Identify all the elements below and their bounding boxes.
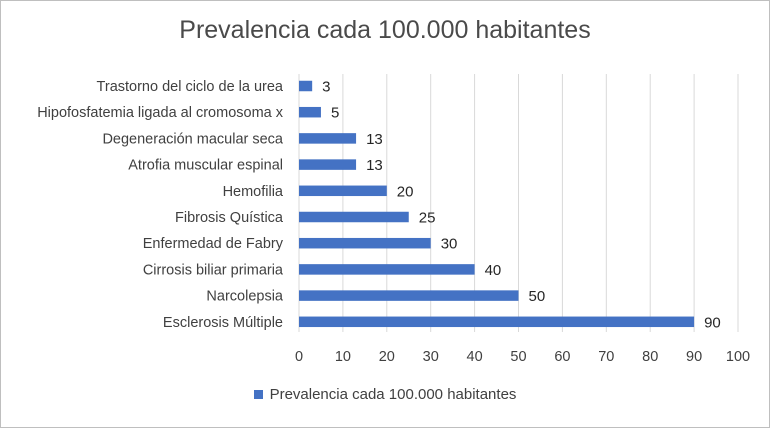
grid-layer bbox=[298, 74, 739, 332]
category-label: Trastorno del ciclo de la urea bbox=[97, 79, 284, 95]
category-label: Fibrosis Quística bbox=[175, 210, 284, 226]
legend: Prevalencia cada 100.000 habitantes bbox=[0, 386, 770, 403]
x-tick-label: 90 bbox=[686, 349, 702, 365]
data-label: 13 bbox=[366, 131, 383, 148]
bar bbox=[299, 316, 695, 328]
category-label-layer: Trastorno del ciclo de la urea Hipofosfat… bbox=[37, 79, 284, 331]
bar bbox=[299, 133, 357, 144]
chart-title: Prevalencia cada 100.000 habitantes bbox=[179, 16, 591, 44]
data-label: 40 bbox=[485, 262, 502, 279]
legend-label: Prevalencia cada 100.000 habitantes bbox=[269, 386, 517, 403]
x-tick-label: 10 bbox=[335, 349, 351, 365]
category-label: Hipofosfatemia ligada al cromosoma x bbox=[37, 105, 284, 121]
category-label: Hemofilia bbox=[223, 184, 284, 200]
bar-layer bbox=[299, 80, 695, 328]
x-tick-label: 30 bbox=[423, 349, 439, 365]
data-label: 20 bbox=[397, 183, 414, 200]
category-label: Enfermedad de Fabry bbox=[143, 236, 284, 252]
data-label: 13 bbox=[366, 157, 383, 174]
data-label: 3 bbox=[322, 79, 330, 96]
x-tick-label: 40 bbox=[467, 349, 483, 365]
bar bbox=[299, 159, 357, 170]
x-tick-label: 70 bbox=[598, 349, 614, 365]
legend-swatch bbox=[253, 389, 263, 399]
bar bbox=[299, 237, 431, 249]
data-label-layer: 35 13 13 20 25 30 40 50 90 bbox=[322, 79, 721, 332]
data-label: 30 bbox=[441, 236, 458, 253]
data-label: 5 bbox=[331, 105, 339, 122]
x-tick-label: 20 bbox=[379, 349, 395, 365]
data-label: 25 bbox=[419, 210, 436, 227]
x-tick-label: 50 bbox=[510, 349, 526, 365]
data-label: 90 bbox=[704, 314, 721, 331]
x-tick-label: 100 bbox=[726, 349, 750, 365]
category-label: Atrofia muscular espinal bbox=[128, 158, 283, 174]
category-label: Narcolepsia bbox=[206, 289, 283, 305]
bar bbox=[299, 80, 313, 92]
bar bbox=[299, 290, 519, 301]
x-tick-label: 80 bbox=[642, 349, 658, 365]
category-label: Degeneración macular seca bbox=[102, 131, 283, 147]
x-tick-label: 0 bbox=[295, 349, 303, 365]
bar bbox=[299, 185, 387, 197]
category-label: Cirrosis biliar primaria bbox=[143, 262, 284, 278]
bar bbox=[299, 264, 475, 275]
bar bbox=[299, 211, 409, 223]
category-label: Esclerosis Múltiple bbox=[163, 315, 283, 331]
tick-label-layer: 0 10 20 30 40 50 60 70 80 90 100 bbox=[295, 349, 750, 365]
bar bbox=[299, 106, 321, 118]
x-tick-label: 60 bbox=[554, 349, 570, 365]
data-label: 50 bbox=[529, 288, 546, 305]
